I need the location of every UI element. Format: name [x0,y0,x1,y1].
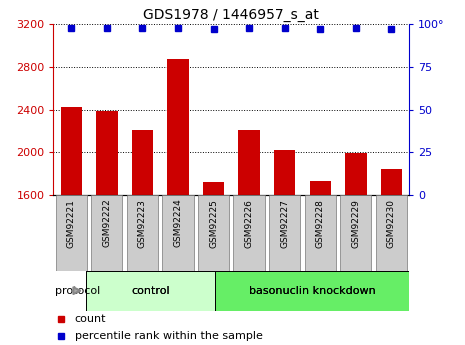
Text: percentile rank within the sample: percentile rank within the sample [75,332,263,341]
Text: GSM92225: GSM92225 [209,199,218,248]
Bar [239,130,260,195]
Bar [215,271,409,310]
Bar [86,271,215,310]
Text: count: count [75,314,106,324]
Text: GSM92229: GSM92229 [352,199,360,248]
Text: GSM92228: GSM92228 [316,199,325,248]
Bar [198,195,229,271]
Bar [127,195,158,271]
Text: control: control [131,286,170,296]
Text: GSM92223: GSM92223 [138,199,147,248]
Bar [162,195,193,271]
Title: GDS1978 / 1446957_s_at: GDS1978 / 1446957_s_at [143,8,319,22]
Bar [91,195,122,271]
Bar [305,195,336,271]
Text: protocol: protocol [55,286,100,296]
Bar [381,169,402,195]
Bar [376,195,407,271]
Bar [86,271,215,310]
Bar [345,153,366,195]
Text: basonuclin knockdown: basonuclin knockdown [249,286,376,296]
Text: control: control [131,286,170,296]
Bar [132,130,153,195]
Bar [60,107,82,195]
Text: GSM92224: GSM92224 [173,199,182,247]
Bar [310,181,331,195]
Text: basonuclin knockdown: basonuclin knockdown [249,286,376,296]
Text: GSM92230: GSM92230 [387,199,396,248]
Bar [215,271,409,310]
Bar [96,111,118,195]
Bar [203,182,224,195]
Bar [233,195,265,271]
Bar [269,195,300,271]
Text: GSM92221: GSM92221 [67,199,76,248]
Bar [56,195,87,271]
Text: GSM92227: GSM92227 [280,199,289,248]
Text: GSM92222: GSM92222 [102,199,111,247]
Text: GSM92226: GSM92226 [245,199,253,248]
Bar [167,59,189,195]
Bar [340,195,372,271]
Bar [274,150,295,195]
